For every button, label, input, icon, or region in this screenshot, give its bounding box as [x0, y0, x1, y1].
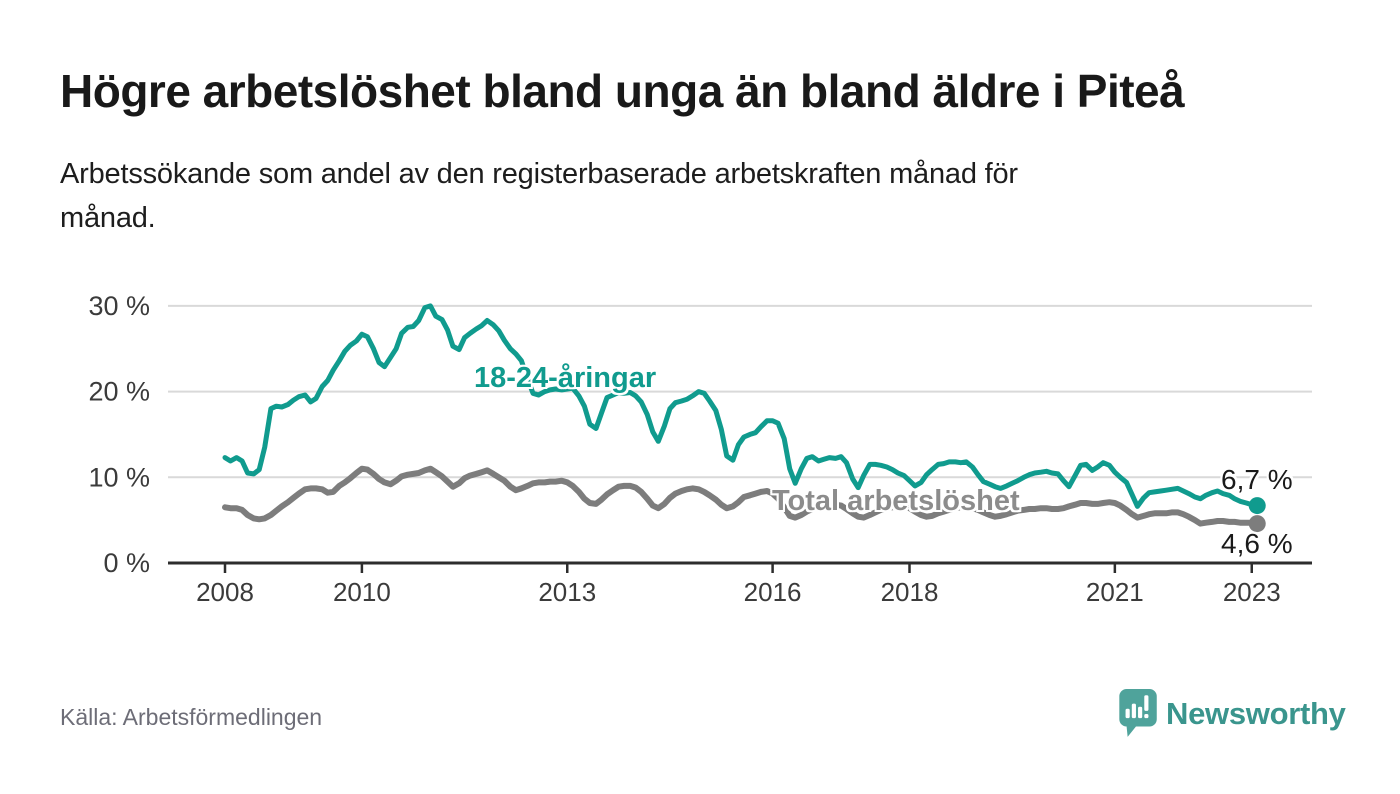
exclamation-dot: [1144, 714, 1149, 719]
x-axis-tick-label: 2016: [744, 577, 802, 607]
y-axis-tick-label: 10 %: [88, 462, 150, 492]
x-axis-tick-label: 2018: [881, 577, 939, 607]
source-caption: Källa: Arbetsförmedlingen: [60, 704, 323, 730]
series-end-dot-youth: [1248, 497, 1266, 515]
x-axis-tick-label: 2008: [196, 577, 254, 607]
y-axis-tick-label: 0 %: [103, 548, 150, 578]
end-value-label-youth: 6,7 %: [1221, 464, 1293, 495]
series-label-total: Total arbetslöshet: [772, 485, 1020, 517]
newsworthy-logo: Newsworthy: [1117, 688, 1346, 740]
series-end-dot-total: [1248, 515, 1266, 533]
y-axis-tick-label: 30 %: [88, 291, 150, 321]
bar-3: [1138, 706, 1143, 719]
bar-1: [1125, 708, 1130, 719]
series-line-youth: [222, 303, 1260, 509]
x-axis-tick-label: 2023: [1223, 577, 1281, 607]
x-axis-tick-label: 2013: [538, 577, 596, 607]
series-label-youth: 18-24-åringar: [474, 362, 657, 394]
y-axis-tick-label: 20 %: [88, 377, 150, 407]
page-title: Högre arbetslöshet bland unga än bland ä…: [60, 65, 1185, 117]
newsworthy-bubble-icon: [1119, 689, 1157, 737]
series-line-total: [222, 465, 1261, 527]
x-axis-tick-label: 2021: [1086, 577, 1144, 607]
chart-subtitle: Arbetssökande som andel av den registerb…: [60, 158, 1018, 235]
x-axis-tick-label: 2010: [333, 577, 391, 607]
brand-name: Newsworthy: [1166, 696, 1346, 731]
exclamation-bar: [1144, 695, 1149, 711]
bar-2: [1131, 703, 1136, 719]
end-value-label-total: 4,6 %: [1221, 528, 1293, 559]
